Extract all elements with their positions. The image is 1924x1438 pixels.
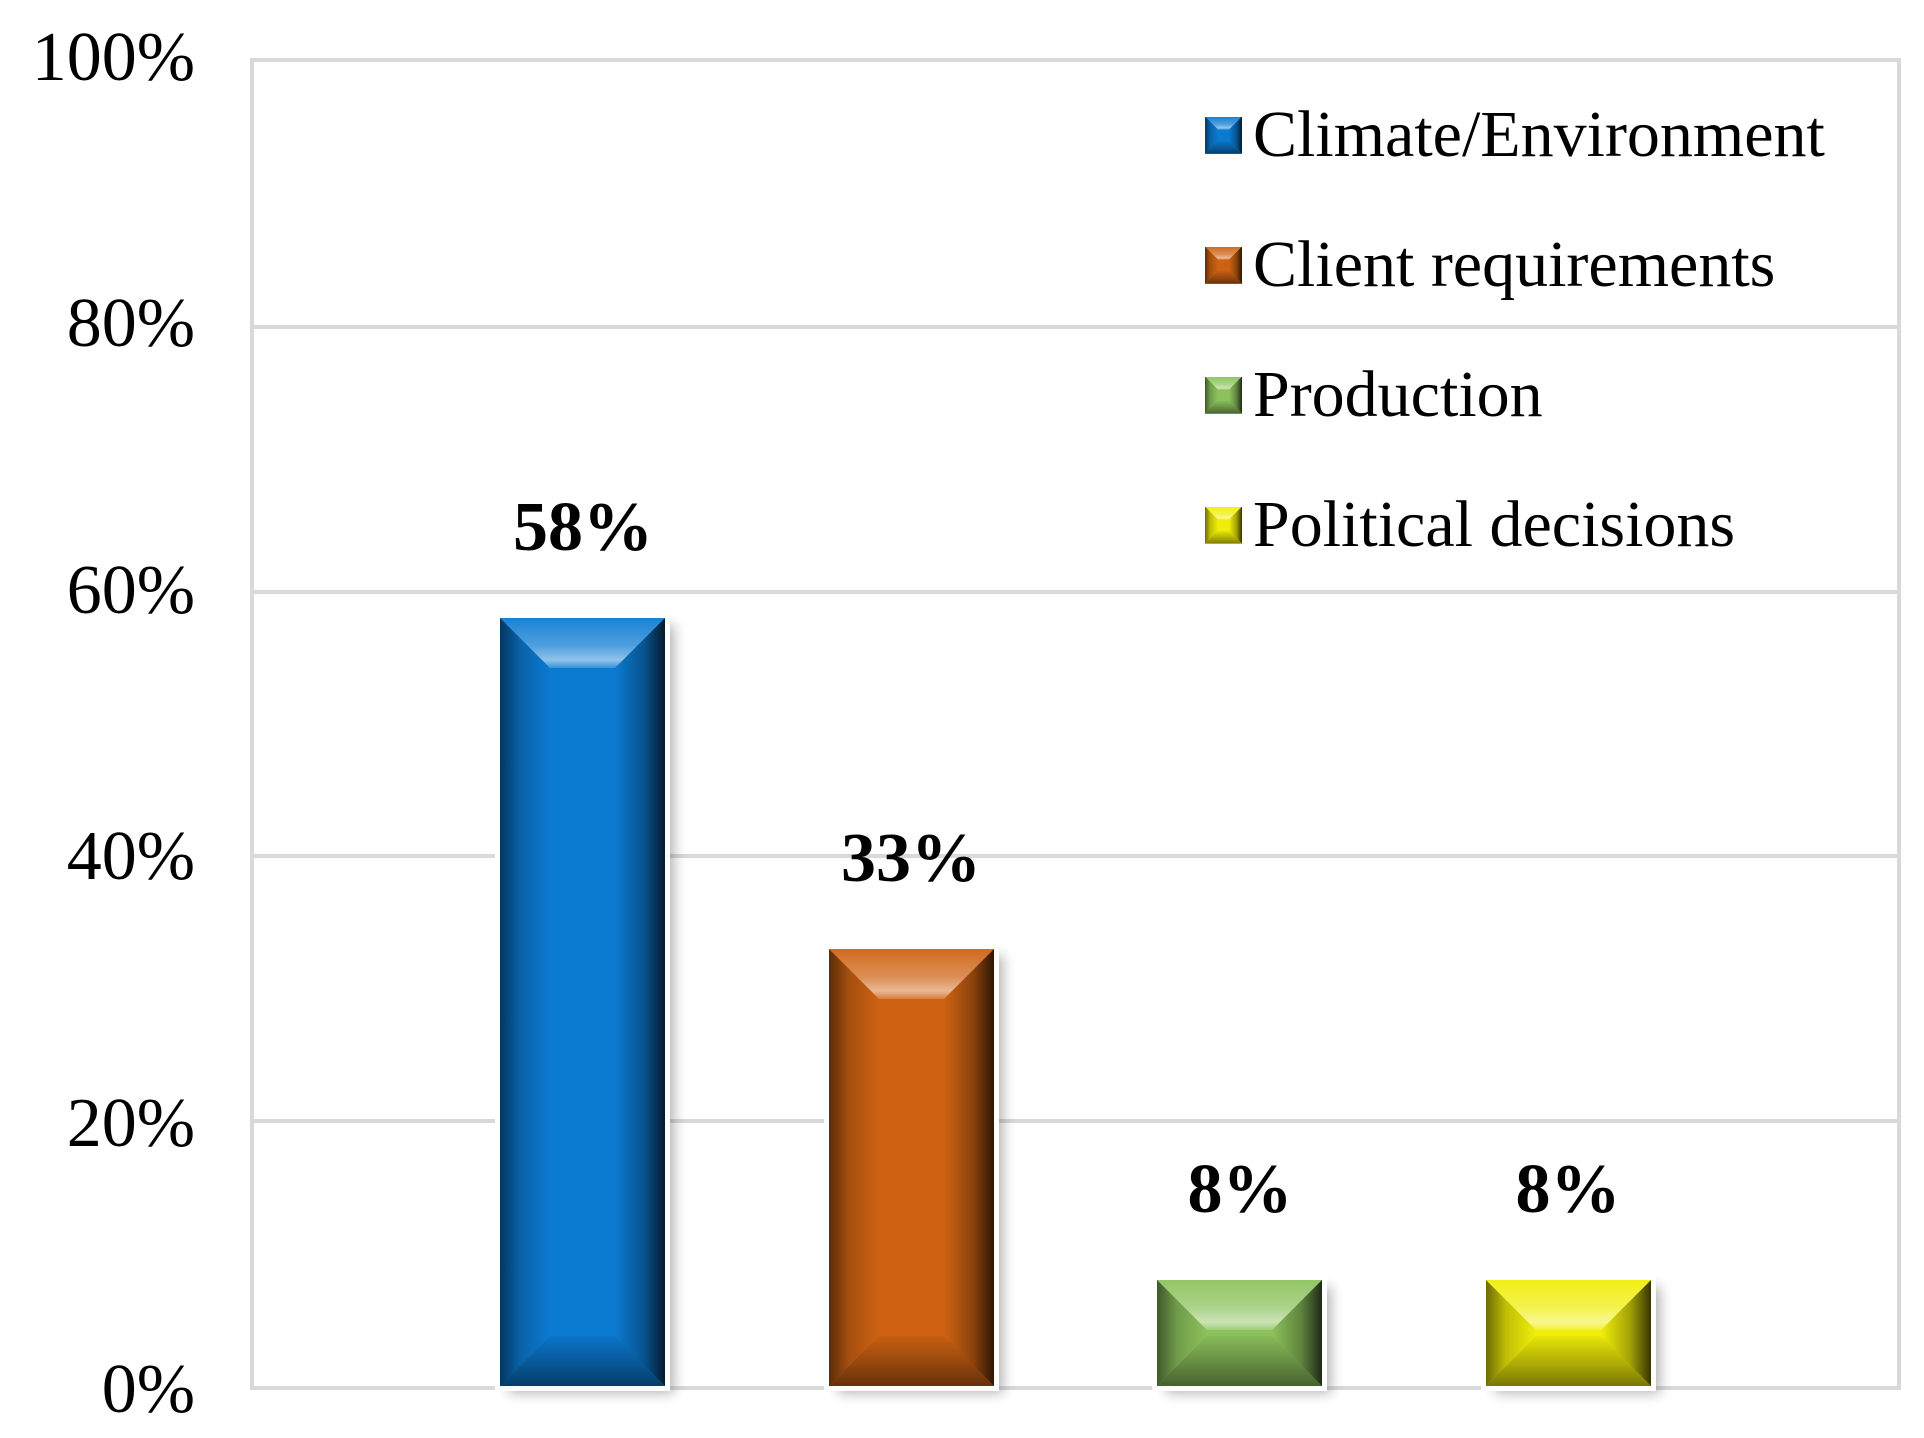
bar-bevel-left (829, 949, 879, 1386)
bar-political-decisions (1481, 1275, 1656, 1391)
legend-item-political-decisions: Political decisions (1205, 492, 1735, 558)
legend-item-climate-environment: Climate/Environment (1205, 102, 1825, 168)
bar-client-requirements (824, 944, 999, 1391)
bar-bevel-left (500, 618, 550, 1386)
gridline-60% (254, 589, 1897, 594)
legend-marker-icon (1205, 376, 1242, 414)
bar-climate-environment (495, 613, 670, 1391)
bar-bevel-bottom (829, 1336, 994, 1386)
bar-bevel-top (500, 618, 665, 668)
bar-bevel-top (1486, 1280, 1651, 1330)
y-tick-label-100: 100% (31, 19, 195, 96)
y-tick-label-40: 40% (66, 818, 195, 896)
legend-label: Climate/Environment (1253, 98, 1825, 171)
gridline-40% (254, 854, 1897, 859)
bar-value-label-production: 8% (1187, 1151, 1293, 1228)
bar-production (1152, 1275, 1327, 1391)
legend-marker-icon (1205, 246, 1242, 284)
bar-bevel-left (1486, 1280, 1536, 1386)
bar-bevel-top (829, 949, 994, 999)
gridline-20% (254, 1119, 1897, 1124)
legend-label: Client requirements (1253, 228, 1776, 301)
bar-value-label-political-decisions: 8% (1515, 1151, 1621, 1228)
legend-marker-icon (1205, 506, 1242, 544)
bar-bevel-bottom (1157, 1336, 1322, 1386)
legend-item-client-requirements: Client requirements (1205, 232, 1775, 298)
bar-bevel-right (1272, 1280, 1322, 1386)
legend-marker-icon (1205, 116, 1242, 154)
y-tick-label-20: 20% (66, 1084, 195, 1162)
y-tick-label-80: 80% (66, 285, 195, 363)
legend-item-production: Production (1205, 362, 1543, 428)
legend-label: Political decisions (1253, 488, 1736, 561)
bar-bevel-bottom (1486, 1336, 1651, 1386)
y-tick-label-0: 0% (101, 1351, 195, 1428)
bar-bevel-bottom (500, 1336, 665, 1386)
bar-bevel-right (1601, 1280, 1651, 1386)
bar-bevel-right (944, 949, 994, 1386)
bar-value-label-client-requirements: 33% (841, 820, 981, 897)
y-tick-label-60: 60% (66, 551, 195, 629)
bar-bevel-top (1157, 1280, 1322, 1330)
bar-bevel-right (615, 618, 665, 1386)
legend-label: Production (1253, 358, 1543, 431)
bar-value-label-climate-environment: 58% (513, 489, 653, 566)
gridline-80% (254, 324, 1897, 329)
bar-bevel-left (1157, 1280, 1207, 1386)
